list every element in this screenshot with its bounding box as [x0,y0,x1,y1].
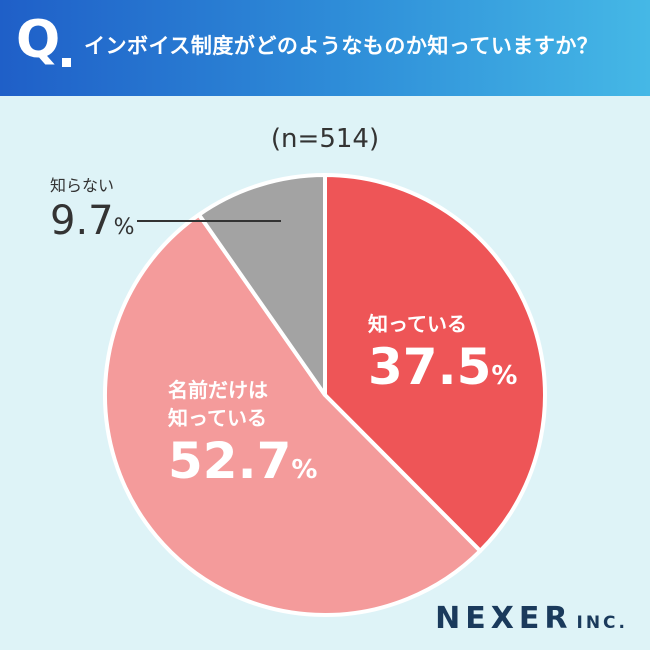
slice-know [323,173,547,553]
sample-size: (n=514) [270,124,380,154]
label-name-only: 名前だけは 知っている 52.7% [168,376,317,490]
question-header: Q インボイス制度がどのようなものか知っていますか？ [0,0,650,96]
slice-dont-know [196,173,327,397]
label-dont-know-category: 知らない [50,176,115,195]
label-name-only-percent: 52.7% [168,432,318,490]
label-name-only-line2: 知っている [168,406,267,430]
label-know: 知っている 37.5% [368,310,517,396]
brand-logo: NEXER INC. [435,601,628,636]
slice-name-only [103,212,483,617]
label-know-category: 知っている [368,312,467,336]
question-text: インボイス制度がどのようなものか知っていますか？ [84,34,599,58]
label-dont-know-percent: 9.7% [50,198,135,244]
label-dont-know: 知らない 9.7% [50,174,135,244]
label-name-only-line1: 名前だけは [168,378,268,402]
pie-slices [103,173,547,617]
label-know-percent: 37.5% [368,338,518,396]
q-mark: Q [16,10,61,70]
q-dot [62,58,71,67]
